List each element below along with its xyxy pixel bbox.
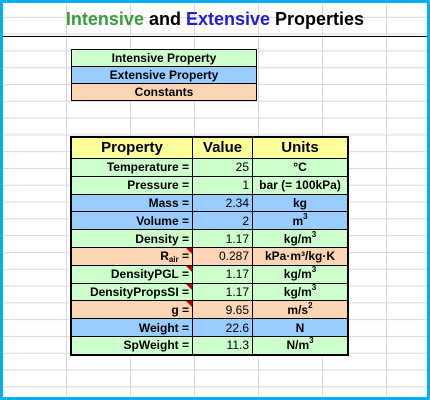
cell-units[interactable]: kg — [252, 193, 349, 213]
cell-units[interactable]: N/m3 — [252, 335, 349, 356]
cell-property[interactable]: Rair = — [70, 246, 193, 266]
cell-units[interactable]: N — [252, 318, 349, 337]
cell-value[interactable]: 11.3 — [192, 335, 253, 356]
property-subscript: air — [168, 255, 179, 265]
units-base: kg/m — [283, 231, 312, 246]
units-exponent: 3 — [309, 336, 314, 346]
table-row: Mass = 2.34 kg — [70, 193, 349, 213]
title-intensive: Intensive — [65, 9, 144, 29]
title-and: and — [143, 9, 186, 29]
units-exponent: 3 — [311, 282, 317, 292]
header-units[interactable]: Units — [252, 136, 349, 159]
cell-property[interactable]: Pressure = — [70, 175, 193, 195]
units-base: m — [292, 213, 304, 228]
cell-value[interactable]: 1.17 — [192, 282, 253, 302]
cell-property[interactable]: DensityPropsSI = — [70, 282, 193, 302]
legend-intensive[interactable]: Intensive Property — [72, 50, 256, 67]
table-row: Density = 1.17 kg/m3 — [70, 229, 349, 248]
cell-units[interactable]: bar (= 100kPa) — [252, 175, 349, 195]
cell-value[interactable]: 2 — [192, 211, 253, 231]
cell-units[interactable]: m/s2 — [252, 300, 349, 320]
cell-units[interactable]: m3 — [252, 211, 349, 231]
cell-property[interactable]: SpWeight = — [70, 335, 193, 356]
table-row: Weight = 22.6 N — [70, 318, 349, 337]
cell-value[interactable]: 25 — [192, 158, 253, 177]
cell-units[interactable]: kg/m3 — [252, 229, 349, 248]
cell-value[interactable]: 2.34 — [192, 193, 253, 213]
cell-value[interactable]: 9.65 — [192, 300, 253, 320]
header-value[interactable]: Value — [192, 136, 253, 159]
cell-value[interactable]: 0.287 — [192, 246, 253, 266]
cell-property[interactable]: Density = — [70, 229, 193, 248]
table-row: Volume = 2 m3 — [70, 211, 349, 231]
cell-property[interactable]: g = — [70, 300, 193, 320]
table-row: Rair = 0.287 kPa·m³/kg·K — [70, 246, 349, 266]
legend-extensive[interactable]: Extensive Property — [72, 67, 256, 84]
table-header-row: Property Value Units — [70, 136, 349, 159]
units-exponent: 3 — [303, 211, 308, 221]
cell-property[interactable]: Mass = — [70, 193, 193, 213]
cell-value[interactable]: 22.6 — [192, 318, 253, 337]
title-underline — [3, 36, 427, 37]
property-tail: = — [178, 249, 189, 264]
cell-units[interactable]: kPa·m³/kg·K — [252, 246, 349, 266]
table-row: Temperature = 25 °C — [70, 158, 349, 177]
cell-units[interactable]: kg/m3 — [252, 264, 349, 284]
table-row: Pressure = 1 bar (= 100kPa) — [70, 175, 349, 195]
cell-units[interactable]: °C — [252, 158, 349, 177]
units-base: kg/m — [283, 267, 312, 282]
cell-value[interactable]: 1.17 — [192, 229, 253, 248]
table-row: SpWeight = 11.3 N/m3 — [70, 335, 349, 356]
units-base: N/m — [286, 338, 310, 353]
cell-value[interactable]: 1.17 — [192, 264, 253, 284]
cell-property[interactable]: Temperature = — [70, 158, 193, 177]
units-base: m/s — [287, 302, 309, 317]
properties-table: Property Value Units Temperature = 25 °C… — [70, 136, 349, 356]
header-property[interactable]: Property — [70, 136, 193, 159]
cell-property[interactable]: Weight = — [70, 318, 193, 337]
title-extensive: Extensive — [185, 9, 271, 29]
units-base: kg/m — [283, 284, 312, 299]
cell-property[interactable]: DensityPGL = — [70, 264, 193, 284]
property-base: R — [160, 249, 169, 264]
table-row: g = 9.65 m/s2 — [70, 300, 349, 320]
table-row: DensityPGL = 1.17 kg/m3 — [70, 264, 349, 284]
units-exponent: 3 — [311, 229, 317, 239]
cell-property[interactable]: Volume = — [70, 211, 193, 231]
cell-units[interactable]: kg/m3 — [252, 282, 349, 302]
cell-value[interactable]: 1 — [192, 175, 253, 195]
units-exponent: 2 — [308, 300, 313, 310]
page-title: Intensive and Extensive Properties — [3, 9, 427, 35]
legend-constants[interactable]: Constants — [72, 84, 256, 100]
units-exponent: 3 — [311, 265, 317, 275]
title-properties: Properties — [270, 9, 365, 29]
color-legend: Intensive Property Extensive Property Co… — [71, 49, 257, 101]
table-row: DensityPropsSI = 1.17 kg/m3 — [70, 282, 349, 302]
